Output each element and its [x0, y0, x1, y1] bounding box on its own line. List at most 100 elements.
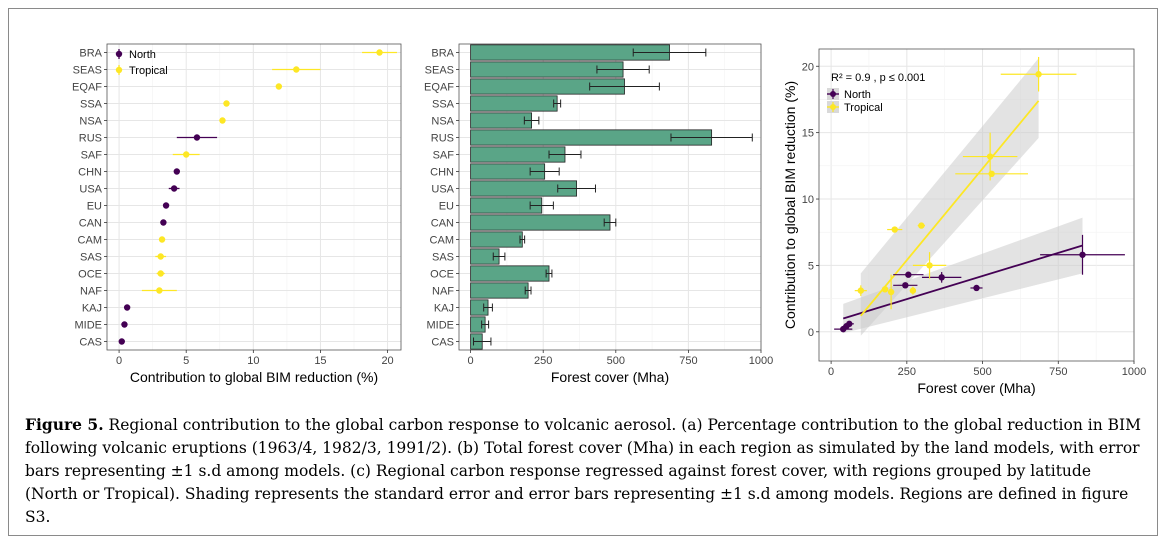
data-point [926, 262, 933, 269]
x-tick-label: 10 [247, 355, 259, 367]
plot-border [818, 48, 1135, 362]
data-point [123, 304, 131, 311]
y-tick-label: SEAS [73, 65, 102, 77]
y-tick-label: EQAF [424, 82, 454, 94]
y-tick-label: EU [87, 201, 102, 213]
y-tick-label: MIDE [427, 320, 455, 332]
data-point [160, 219, 167, 226]
y-tick-label: 10 [802, 194, 814, 206]
bar [470, 231, 523, 248]
tropical-fit-line [860, 100, 1040, 317]
bar [470, 95, 558, 112]
y-tick-label: NAF [80, 286, 102, 298]
y-tick-label: CAS [79, 337, 102, 349]
data-point [293, 66, 300, 73]
y-tick-label: EQAF [72, 82, 102, 94]
x-tick-label: 750 [679, 355, 697, 367]
legend-label: Tropical [129, 65, 168, 77]
bar [470, 214, 611, 231]
data-point [973, 284, 980, 292]
y-tick-label: NSA [79, 116, 102, 128]
y-tick-label: SAS [80, 252, 102, 264]
bar [470, 265, 550, 282]
north-fit-line [842, 244, 1083, 320]
panel-c-regression-chart: 0 250 500 750 1000 0 5 10 15 20 Forest cover (Mha)… [782, 48, 1146, 396]
y-tick-label: KAJ [434, 303, 454, 315]
data-point [1079, 251, 1086, 258]
data-point [157, 270, 164, 277]
y-tick-label: CHN [78, 167, 102, 179]
legend-label: North [844, 89, 871, 101]
data-point [183, 151, 190, 158]
x-tick-label: 250 [898, 366, 916, 378]
data-point [938, 274, 945, 281]
data-point [275, 83, 283, 90]
y-tick-label: CHN [430, 167, 454, 179]
panel-b-forest-cover-chart: BRA SEAS EQAF SSA NSA RUS SAF CHN USA EU CAN CAM SAS… [424, 43, 773, 385]
x-axis-title: Forest cover (Mha) [551, 369, 669, 385]
data-point [857, 287, 864, 294]
data-point [121, 321, 128, 328]
y-tick-label: SSA [80, 99, 103, 111]
legend-marker [115, 50, 123, 58]
data-point [918, 222, 925, 229]
y-tick-label: RUS [431, 133, 454, 145]
figure-svg: BRA SEAS EQAF SSA NSA RUS SAF CHN USA EU CAN CAM SAS… [72, 43, 1146, 396]
data-point [158, 236, 166, 243]
caption-text: Regional contribution to the global carb… [25, 416, 1141, 526]
bar [470, 112, 532, 129]
data-point [902, 282, 909, 289]
y-tick-label: CAN [79, 218, 102, 230]
x-tick-label: 750 [1049, 366, 1067, 378]
y-tick-label: CAM [430, 235, 454, 247]
x-tick-label: 250 [534, 355, 552, 367]
plot-area [107, 44, 401, 350]
y-tick-label: USA [79, 184, 102, 196]
x-tick-label: 0 [828, 366, 834, 378]
y-tick-label: SSA [432, 99, 455, 111]
legend-marker [830, 104, 836, 110]
data-point [219, 117, 226, 124]
panel-a-contribution-chart: BRA SEAS EQAF SSA NSA RUS SAF CHN USA EU CAN CAM SAS… [72, 43, 402, 385]
data-point [118, 338, 125, 345]
x-tick-label: 0 [116, 355, 122, 367]
data-point [909, 287, 917, 294]
y-tick-label: SAS [432, 252, 454, 264]
y-tick-label: NAF [432, 286, 454, 298]
data-point [376, 49, 383, 56]
x-tick-label: 1000 [1122, 366, 1146, 378]
y-tick-label: 0 [808, 327, 814, 339]
y-tick-label: NSA [431, 116, 454, 128]
north-confidence-band [843, 217, 1083, 334]
legend-label: Tropical [844, 102, 883, 114]
y-axis-title: Contribution to global BIM reduction (%) [782, 81, 798, 329]
y-tick-label: 15 [802, 128, 814, 140]
x-axis-title: Contribution to global BIM reduction (%) [130, 369, 378, 385]
legend-label: North [129, 49, 156, 61]
figure-caption: Figure 5. Regional contribution to the g… [25, 413, 1145, 529]
y-tick-label: OCE [78, 269, 102, 281]
data-point [840, 325, 847, 333]
data-point [157, 253, 164, 260]
y-tick-label: MIDE [75, 320, 103, 332]
y-tick-label: 20 [802, 61, 814, 73]
figure-frame: BRA SEAS EQAF SSA NSA RUS SAF CHN USA EU CAN CAM SAS… [8, 8, 1158, 536]
x-tick-label: 15 [314, 355, 326, 367]
plot-border [106, 43, 402, 351]
data-point [173, 168, 181, 175]
data-point [905, 271, 912, 278]
y-tick-label: RUS [79, 133, 102, 145]
x-tick-label: 5 [183, 355, 189, 367]
y-tick-label: CAN [431, 218, 454, 230]
data-point [156, 287, 163, 294]
data-point [193, 134, 201, 141]
y-tick-label: KAJ [82, 303, 102, 315]
data-point [891, 226, 898, 233]
y-tick-label: BRA [431, 48, 454, 60]
y-tick-label: USA [431, 184, 454, 196]
data-point [887, 288, 895, 296]
x-tick-label: 500 [973, 366, 991, 378]
plot-border [458, 43, 762, 351]
data-point [170, 185, 178, 192]
y-tick-label: CAM [78, 235, 102, 247]
